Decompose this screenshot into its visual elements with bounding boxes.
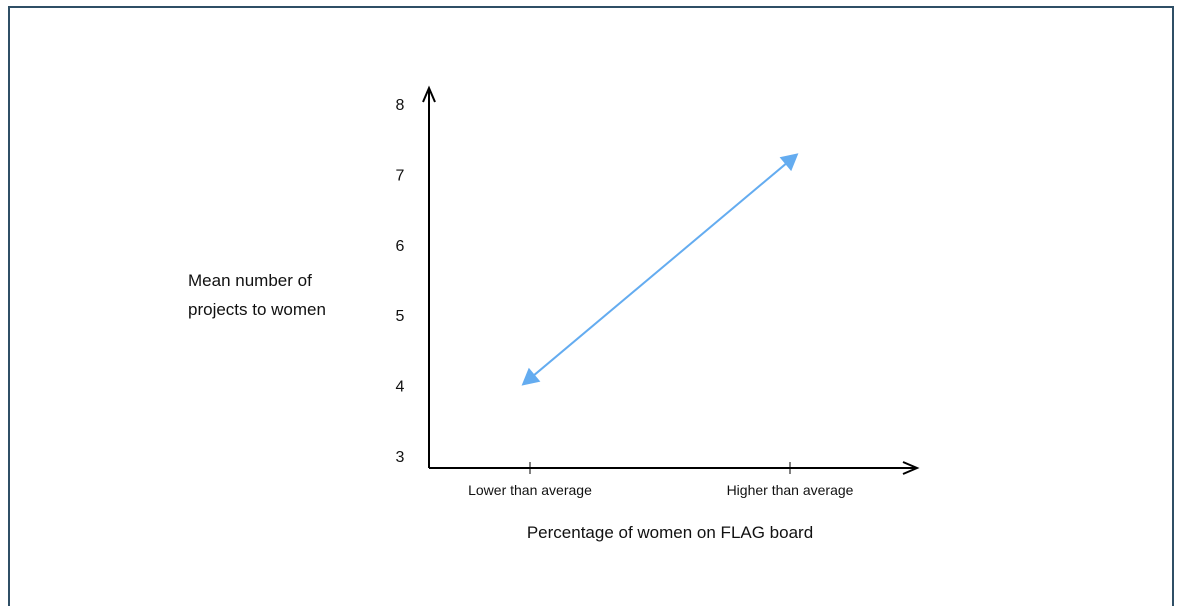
data-point-marker xyxy=(521,367,541,386)
x-tick-marks: Lower than average Higher than average xyxy=(468,462,854,498)
chart-axes xyxy=(422,85,920,475)
y-axis-title-line-1: Mean number of xyxy=(188,271,312,290)
series-group xyxy=(521,153,799,386)
y-tick-label: 5 xyxy=(396,308,405,325)
y-axis-arrow-icon xyxy=(422,85,436,103)
y-tick-label: 8 xyxy=(396,97,405,114)
x-axis-arrow-icon xyxy=(902,461,920,475)
y-tick-label: 3 xyxy=(396,449,405,466)
y-tick-label: 6 xyxy=(396,238,405,255)
y-tick-label: 4 xyxy=(396,379,405,396)
y-tick-label: 7 xyxy=(396,167,405,184)
y-axis-title-line-2: projects to women xyxy=(188,300,326,319)
y-tick-labels: 3 4 5 6 7 8 xyxy=(396,97,405,466)
series-line xyxy=(529,159,791,380)
data-point-marker xyxy=(779,153,799,172)
chart-frame xyxy=(8,6,1174,606)
x-tick-label: Lower than average xyxy=(468,482,592,498)
x-axis-title: Percentage of women on FLAG board xyxy=(527,523,813,542)
x-tick-label: Higher than average xyxy=(727,482,854,498)
